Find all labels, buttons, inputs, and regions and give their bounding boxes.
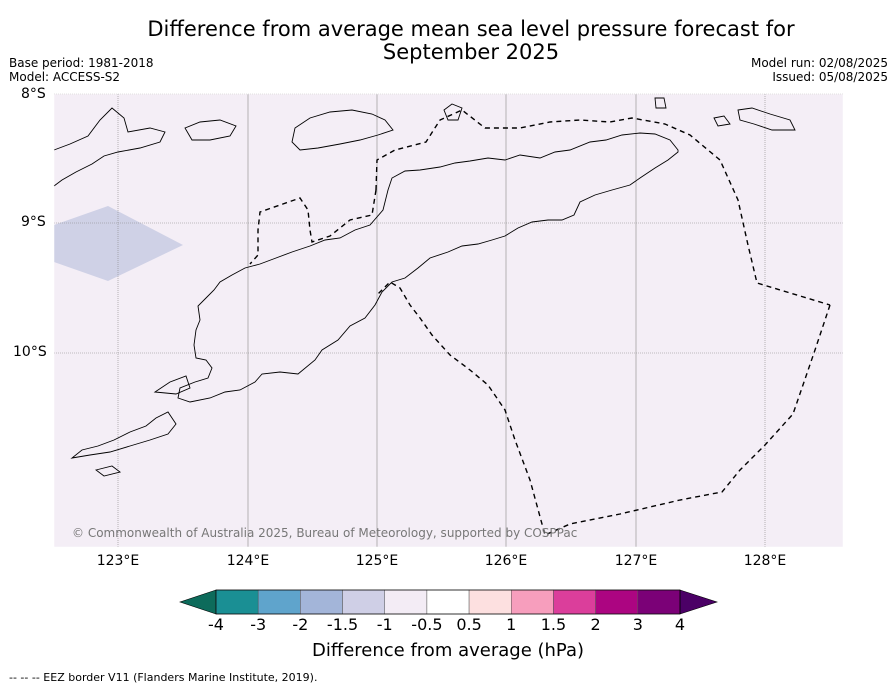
lon-label-123e: 123°E: [96, 553, 140, 569]
colorbar-swatch: [257, 589, 301, 615]
eez-border-south: [375, 281, 831, 536]
colorbar-tick-label: 0.5: [456, 615, 482, 634]
colorbar-tick-label: -1: [376, 615, 393, 634]
colorbar: [179, 589, 718, 615]
base-period: Base period: 1981-2018: [9, 56, 154, 70]
coastline-alor: [184, 119, 237, 141]
coastline-leti-small: [713, 115, 731, 127]
coastline-pantar-group: [53, 107, 166, 187]
lon-label-128e: 128°E: [743, 553, 787, 569]
eez-footnote: -- -- -- EEZ border V11 (Flanders Marine…: [9, 671, 318, 684]
colorbar-over-arrow: [679, 589, 718, 615]
colorbar-swatch: [637, 589, 681, 615]
coastline-timor: [177, 132, 679, 403]
eez-border-north: [375, 109, 831, 306]
lon-label-127e: 127°E: [614, 553, 658, 569]
colorbar-tick-label: -4: [208, 615, 224, 634]
coastline-kisar: [443, 103, 463, 121]
issued-date: Issued: 05/08/2025: [772, 70, 888, 84]
coastlines: [53, 97, 796, 477]
lat-label-8s: 8°S: [21, 86, 46, 102]
colorbar-tick-label: 1.5: [540, 615, 567, 634]
map-title-line2: September 2025: [382, 40, 560, 64]
colorbar-tick-label: -3: [250, 615, 267, 634]
coastline-leti: [737, 107, 796, 131]
colorbar-swatch: [511, 589, 554, 615]
copyright-credit: © Commonwealth of Australia 2025, Bureau…: [72, 526, 578, 540]
lon-label-126e: 126°E: [484, 553, 528, 569]
lat-label-10s: 10°S: [13, 344, 47, 360]
colorbar-swatch: [553, 589, 596, 615]
map-frame: [53, 93, 844, 548]
colorbar-swatch: [468, 589, 512, 615]
map-title: Difference from average mean sea level p…: [0, 18, 896, 64]
pressure-anomaly-patch: [54, 206, 183, 281]
coastline-sawu: [70, 411, 177, 459]
coastline-north-islands: [291, 109, 394, 151]
colorbar-under-arrow: [179, 589, 217, 615]
colorbar-swatch: [595, 589, 639, 615]
colorbar-swatch: [342, 589, 385, 615]
colorbar-tick-label: 4: [674, 615, 686, 634]
coastline-rote: [153, 375, 191, 395]
map-background: [54, 94, 843, 547]
eez-borders: [249, 109, 831, 536]
colorbar-tick-label: -2: [292, 615, 309, 634]
colorbar-tick-label: -0.5: [411, 615, 443, 634]
coastline-romang: [654, 97, 667, 109]
meta-left: Base period: 1981-2018 Model: ACCESS-S2: [9, 56, 154, 84]
colorbar-swatch: [384, 589, 428, 615]
lon-label-124e: 124°E: [226, 553, 270, 569]
colorbar-tick-label: 3: [632, 615, 643, 634]
map-title-line1: Difference from average mean sea level p…: [147, 17, 795, 41]
colorbar-swatch: [300, 589, 343, 615]
coastline-small-sw: [94, 465, 122, 477]
colorbar-title: Difference from average (hPa): [311, 640, 585, 661]
model-name: Model: ACCESS-S2: [9, 70, 121, 84]
lon-label-125e: 125°E: [355, 553, 399, 569]
colorbar-frame: [215, 589, 681, 615]
colorbar-tick-label: 1: [506, 615, 517, 634]
colorbar-swatch: [426, 589, 470, 615]
colorbar-tick-label: 2: [590, 615, 601, 634]
colorbar-tick-label: -1.5: [326, 615, 359, 634]
colorbar-swatch: [215, 589, 259, 615]
meta-right: Model run: 02/08/2025 Issued: 05/08/2025: [751, 56, 888, 84]
lat-label-9s: 9°S: [21, 214, 46, 230]
model-run: Model run: 02/08/2025: [750, 56, 888, 70]
